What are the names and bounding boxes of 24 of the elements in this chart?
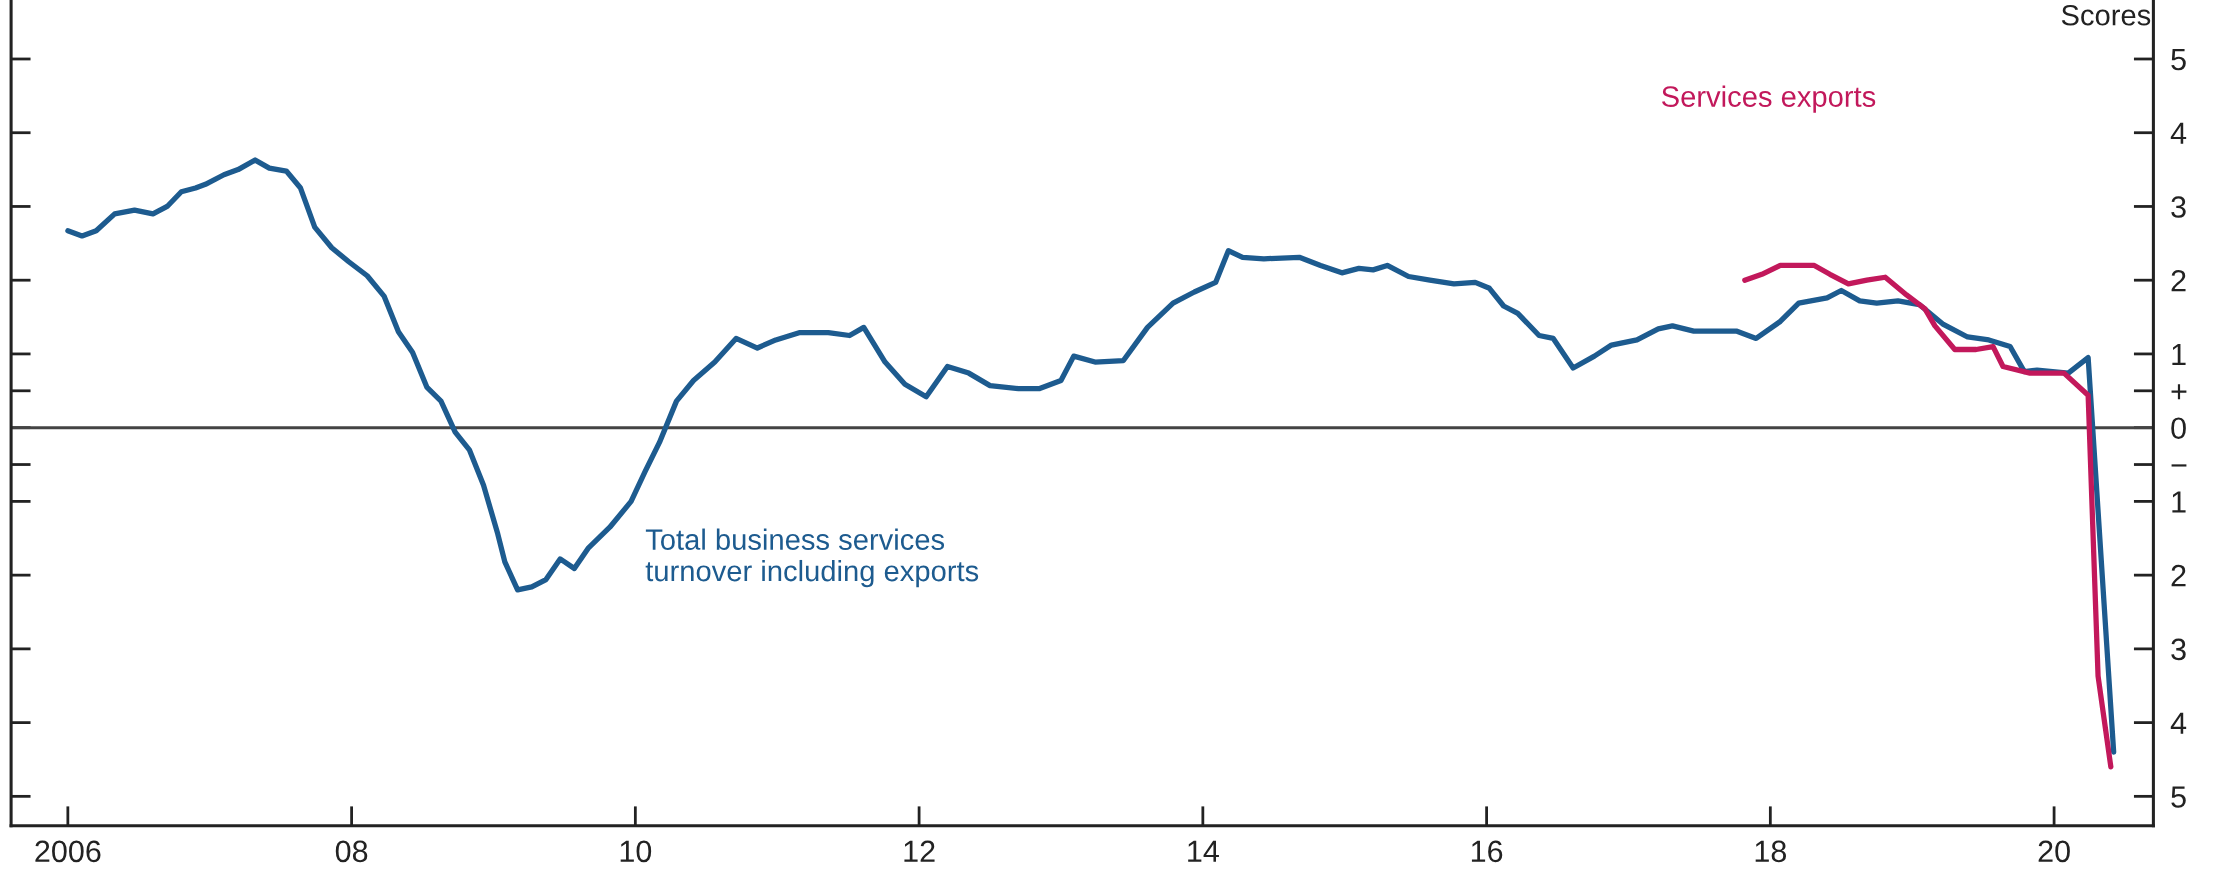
series-label: Total business services turnover including exports bbox=[645, 528, 979, 588]
y-tick-label: 1 bbox=[2172, 343, 2186, 365]
y-tick-label: + bbox=[2171, 384, 2187, 400]
x-tick-label: 12 bbox=[904, 840, 935, 862]
x-tick-label: 20 bbox=[2038, 840, 2070, 863]
text: Services exports bbox=[1662, 85, 1876, 113]
y-tick-label: 2 bbox=[2171, 564, 2186, 587]
y-tick-label: 4 bbox=[2170, 122, 2187, 144]
x-tick-label: 18 bbox=[1755, 840, 1787, 863]
y-tick-label: 4 bbox=[2170, 712, 2187, 734]
y-tick-label: 1 bbox=[2172, 491, 2186, 513]
y-tick-label: 5 bbox=[2171, 786, 2186, 808]
y-tick-label: − bbox=[2171, 464, 2187, 467]
x-tick-label: 10 bbox=[620, 840, 652, 863]
x-tick-label: 16 bbox=[1471, 840, 1503, 863]
x-tick-label: 2006 bbox=[35, 840, 101, 863]
y-tick-label: 5 bbox=[2171, 49, 2186, 71]
x-tick-label: 14 bbox=[1188, 840, 1219, 862]
y-tick-label: 2 bbox=[2171, 269, 2186, 292]
y-axis-title: Scores bbox=[2061, 4, 2151, 26]
y-tick-label: 3 bbox=[2171, 196, 2186, 218]
x-tick-label: 08 bbox=[335, 840, 368, 863]
y-tick-label: 0 bbox=[2171, 417, 2186, 440]
y-tick-label: 3 bbox=[2171, 638, 2186, 661]
